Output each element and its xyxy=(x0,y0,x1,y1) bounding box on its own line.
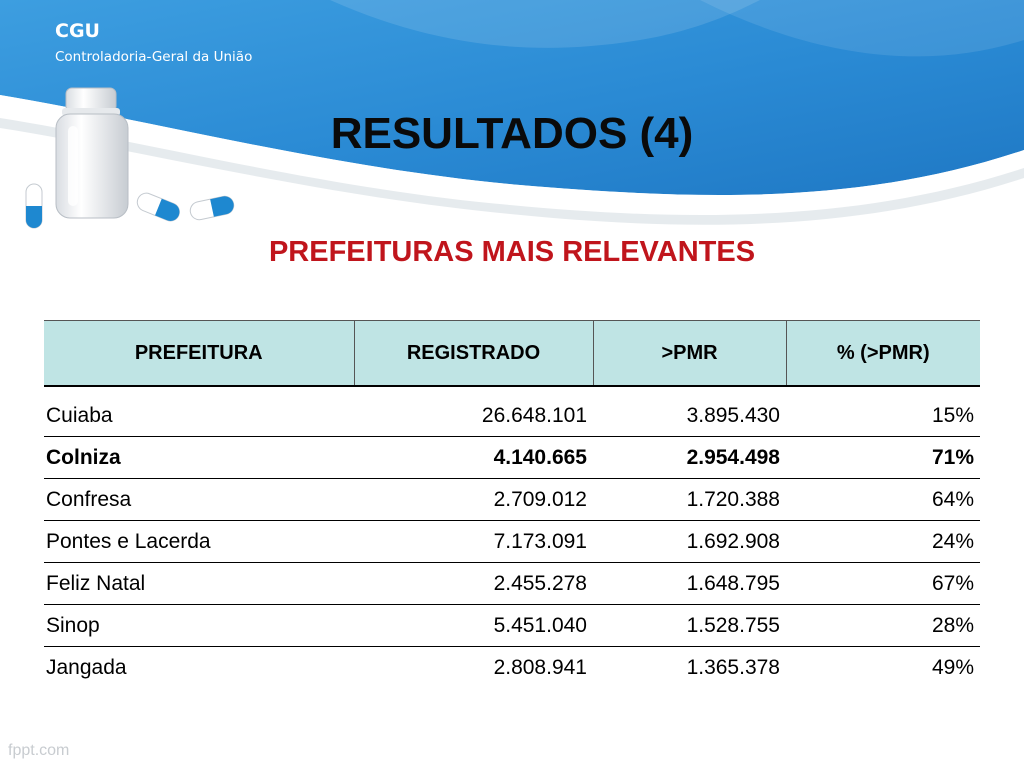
capsule-icon xyxy=(136,192,180,222)
table-header-row: PREFEITURA REGISTRADO >PMR % (>PMR) xyxy=(44,320,980,387)
cell-pmr: 1.720.388 xyxy=(593,478,786,521)
column-header-prefeitura: PREFEITURA xyxy=(44,320,354,387)
table-row: Colniza 4.140.665 2.954.498 71% xyxy=(44,436,980,479)
capsule-icon xyxy=(25,183,43,229)
column-header-pmr: >PMR xyxy=(592,320,786,387)
banner-light-streak xyxy=(700,0,1024,57)
cell-percent: 24% xyxy=(786,520,980,563)
cell-registrado: 2.808.941 xyxy=(493,655,587,679)
header-banner xyxy=(0,0,1024,229)
medicine-bottle-icon xyxy=(55,87,129,219)
cell-pmr: 1.528.755 xyxy=(593,604,786,647)
cell-percent: 64% xyxy=(786,478,980,521)
cell-pmr: 1.648.795 xyxy=(593,562,786,605)
cell-prefeitura: Feliz Natal xyxy=(44,562,354,605)
cell-prefeitura: Confresa xyxy=(44,478,354,521)
org-full-name: Controladoria-Geral da União xyxy=(55,49,253,65)
cell-prefeitura: Pontes e Lacerda xyxy=(44,520,354,563)
org-short-name: CGU xyxy=(55,20,100,42)
cell-percent: 15% xyxy=(786,395,980,437)
cell-prefeitura: Colniza xyxy=(44,436,354,479)
cell-percent: 49% xyxy=(931,655,974,679)
cell-registrado: 7.173.091 xyxy=(354,520,593,563)
cell-registrado: 26.648.101 xyxy=(354,395,593,437)
results-table: PREFEITURA REGISTRADO >PMR % (>PMR) Cuia… xyxy=(44,320,980,688)
cell-registrado: 2.455.278 xyxy=(354,562,593,605)
cell-pmr: 3.895.430 xyxy=(593,395,786,437)
capsule-icon xyxy=(189,195,235,221)
cell-prefeitura: Sinop xyxy=(44,604,354,647)
cell-pmr: 1.692.908 xyxy=(593,520,786,563)
cell-pmr: 2.954.498 xyxy=(593,436,786,479)
section-subtitle: PREFEITURAS MAIS RELEVANTES xyxy=(268,236,756,268)
cell-pmr: 1.365.378 xyxy=(686,655,780,679)
cell-registrado: 5.451.040 xyxy=(354,604,593,647)
banner-light-streak xyxy=(330,0,760,48)
table-row: Jangada 2.808.941 1.365.378 49% xyxy=(44,647,980,689)
banner-swoosh xyxy=(0,95,1024,216)
table-row: Feliz Natal 2.455.278 1.648.795 67% xyxy=(44,562,980,605)
table-row: Cuiaba 26.648.101 3.895.430 15% xyxy=(44,395,980,437)
table-row: Pontes e Lacerda 7.173.091 1.692.908 24% xyxy=(44,520,980,563)
cell-prefeitura: Jangada xyxy=(46,655,127,679)
cell-percent: 67% xyxy=(786,562,980,605)
cell-prefeitura: Cuiaba xyxy=(44,395,354,437)
watermark: fppt.com xyxy=(8,742,70,759)
column-header-registrado: REGISTRADO xyxy=(353,320,593,387)
cell-percent: 71% xyxy=(786,436,980,479)
cell-registrado: 4.140.665 xyxy=(354,436,593,479)
table-row: Confresa 2.709.012 1.720.388 64% xyxy=(44,478,980,521)
cell-registrado: 2.709.012 xyxy=(354,478,593,521)
cell-percent: 28% xyxy=(786,604,980,647)
banner-wave xyxy=(0,0,1024,196)
page-title: RESULTADOS (4) xyxy=(330,109,694,158)
table-row: Sinop 5.451.040 1.528.755 28% xyxy=(44,604,980,647)
column-header-percent-pmr: % (>PMR) xyxy=(785,320,980,387)
